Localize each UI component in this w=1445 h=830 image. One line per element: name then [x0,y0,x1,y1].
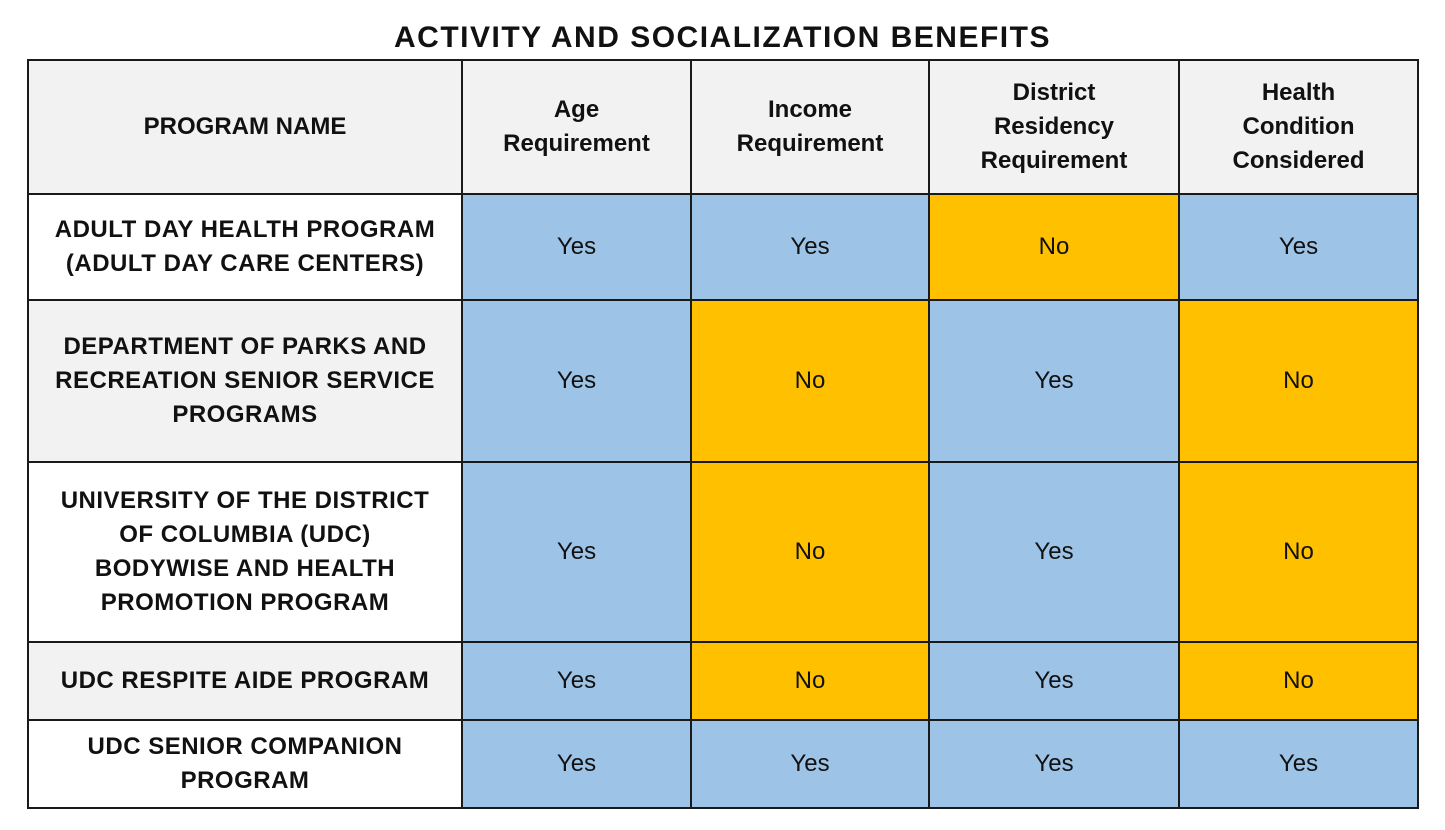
col-header-district-residency: District Residency Requirement [928,59,1180,195]
health-condition-cell: No [1178,299,1419,463]
age-requirement-cell: Yes [461,299,692,463]
page-title: ACTIVITY AND SOCIALIZATION BENEFITS [394,21,1051,54]
program-name-cell: ADULT DAY HEALTH PROGRAM (ADULT DAY CARE… [27,193,463,301]
table-row: ADULT DAY HEALTH PROGRAM (ADULT DAY CARE… [27,193,1419,301]
health-condition-cell: No [1178,641,1419,721]
program-name-cell: DEPARTMENT OF PARKS AND RECREATION SENIO… [27,299,463,463]
income-requirement-cell: Yes [690,193,930,301]
health-condition-cell: Yes [1178,193,1419,301]
district-residency-cell: Yes [928,299,1180,463]
age-requirement-cell: Yes [461,641,692,721]
table-row: UDC SENIOR COMPANION PROGRAM Yes Yes Yes… [27,719,1419,809]
table-row: UNIVERSITY OF THE DISTRICT OF COLUMBIA (… [27,461,1419,643]
program-name-cell: UDC RESPITE AIDE PROGRAM [27,641,463,721]
district-residency-cell: Yes [928,461,1180,643]
col-header-age-requirement: Age Requirement [461,59,692,195]
col-header-program-name: PROGRAM NAME [27,59,463,195]
income-requirement-cell: No [690,461,930,643]
health-condition-cell: No [1178,461,1419,643]
age-requirement-cell: Yes [461,719,692,809]
program-name-cell: UDC SENIOR COMPANION PROGRAM [27,719,463,809]
income-requirement-cell: No [690,299,930,463]
district-residency-cell: Yes [928,719,1180,809]
district-residency-cell: No [928,193,1180,301]
table-row: UDC RESPITE AIDE PROGRAM Yes No Yes No [27,641,1419,721]
program-name-cell: UNIVERSITY OF THE DISTRICT OF COLUMBIA (… [27,461,463,643]
header-row: PROGRAM NAME Age Requirement Income Requ… [27,59,1419,195]
col-header-income-requirement: Income Requirement [690,59,930,195]
age-requirement-cell: Yes [461,461,692,643]
income-requirement-cell: No [690,641,930,721]
col-header-health-condition: Health Condition Considered [1178,59,1419,195]
age-requirement-cell: Yes [461,193,692,301]
benefits-table: PROGRAM NAME Age Requirement Income Requ… [27,59,1419,809]
income-requirement-cell: Yes [690,719,930,809]
health-condition-cell: Yes [1178,719,1419,809]
table-row: DEPARTMENT OF PARKS AND RECREATION SENIO… [27,299,1419,463]
district-residency-cell: Yes [928,641,1180,721]
